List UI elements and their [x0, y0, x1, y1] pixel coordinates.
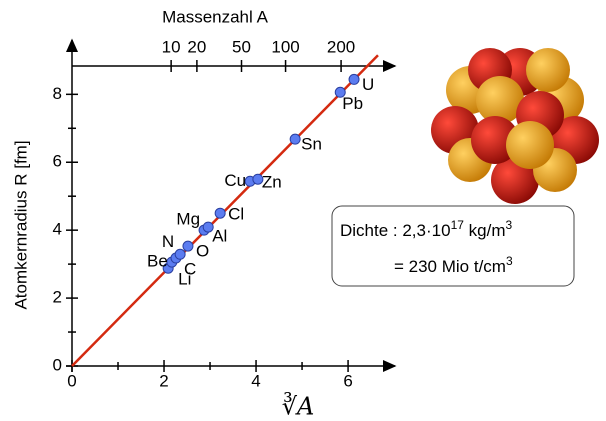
- nucleus-image: [431, 48, 599, 204]
- point-label: Pb: [342, 94, 363, 113]
- y-tick-label: 4: [53, 220, 62, 239]
- data-point: [175, 249, 185, 259]
- annotation-line: = 230 Mio t/cm3: [394, 254, 513, 276]
- point-label: Be: [147, 252, 168, 271]
- point-label: Cu: [224, 171, 246, 190]
- data-point: [215, 208, 225, 218]
- x-tick-label: 4: [251, 371, 260, 390]
- x2-tick-label: 10: [162, 37, 181, 56]
- x2-tick-label: 50: [232, 37, 251, 56]
- x2-tick-label: 20: [187, 37, 206, 56]
- x2-label: Massenzahl A: [162, 7, 268, 26]
- annotation-text: kg/m: [464, 221, 506, 240]
- point-label: U: [362, 75, 374, 94]
- y-tick-label: 8: [53, 84, 62, 103]
- annotation-line: Dichte : 2,3·1017 kg/m3: [340, 218, 512, 240]
- point-label: Zn: [262, 173, 282, 192]
- x-label: ∛A: [282, 392, 315, 421]
- point-label: C: [184, 259, 196, 278]
- chart: Dichte : 2,3·1017 kg/m3 = 230 Mio t/cm3 …: [0, 0, 606, 421]
- data-point: [183, 241, 193, 251]
- superscript: 17: [451, 218, 465, 232]
- superscript: 3: [506, 254, 513, 268]
- y-tick-label: 2: [53, 288, 62, 307]
- y-label: Atomkernradius R [fm]: [11, 140, 30, 309]
- y-tick-label: 6: [53, 152, 62, 171]
- annotation-text: Dichte : 2,3·10: [340, 221, 451, 240]
- annotation-text: = 230 Mio t/cm: [394, 257, 506, 276]
- x2-tick-label: 200: [327, 37, 355, 56]
- point-label: O: [196, 242, 209, 261]
- point-label: Al: [212, 227, 227, 246]
- x-tick-label: 2: [159, 371, 168, 390]
- data-point: [290, 134, 300, 144]
- x-tick-label: 0: [67, 371, 76, 390]
- point-label: Sn: [301, 135, 322, 154]
- y-tick-label: 0: [53, 355, 62, 374]
- superscript: 3: [505, 218, 512, 232]
- x2-tick-label: 100: [271, 37, 299, 56]
- point-label: N: [162, 232, 174, 251]
- x-tick-label: 6: [343, 371, 352, 390]
- point-label: Cl: [228, 205, 244, 224]
- point-label: Mg: [176, 210, 200, 229]
- data-point: [349, 74, 359, 84]
